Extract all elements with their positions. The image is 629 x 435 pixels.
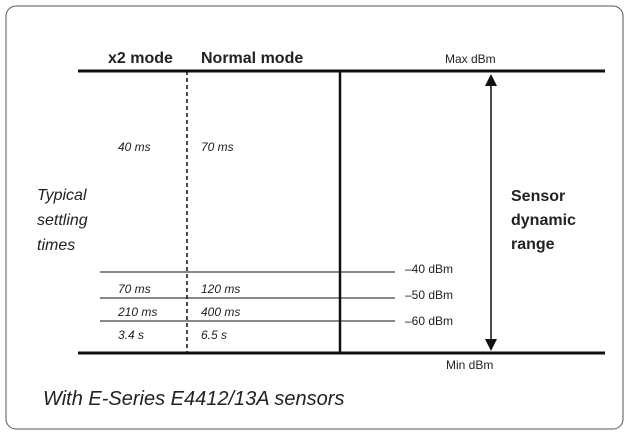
time: 3.4 s <box>118 328 144 342</box>
time: 6.5 s <box>201 328 227 342</box>
min-label: Min dBm <box>446 358 493 372</box>
header-x2: x2 mode <box>108 50 173 67</box>
time: 400 ms <box>201 305 240 319</box>
caption: With E-Series E4412/13A sensors <box>43 388 344 410</box>
level-label: –40 dBm <box>405 262 453 276</box>
arrow-head <box>485 74 497 86</box>
header-normal: Normal mode <box>201 50 303 67</box>
side-label: Typical <box>37 187 87 204</box>
max-label: Max dBm <box>445 52 496 66</box>
time: 40 ms <box>118 140 151 154</box>
side-label: settling <box>37 212 88 229</box>
range-label: Sensor <box>511 188 565 205</box>
time: 70 ms <box>201 140 234 154</box>
level-label: –60 dBm <box>405 314 453 328</box>
range-label: dynamic <box>511 212 576 229</box>
level-label: –50 dBm <box>405 288 453 302</box>
arrow-head <box>485 339 497 351</box>
time: 70 ms <box>118 282 151 296</box>
frame <box>5 5 624 430</box>
side-label: times <box>37 237 75 254</box>
time: 120 ms <box>201 282 240 296</box>
range-label: range <box>511 236 555 253</box>
time: 210 ms <box>117 305 157 319</box>
